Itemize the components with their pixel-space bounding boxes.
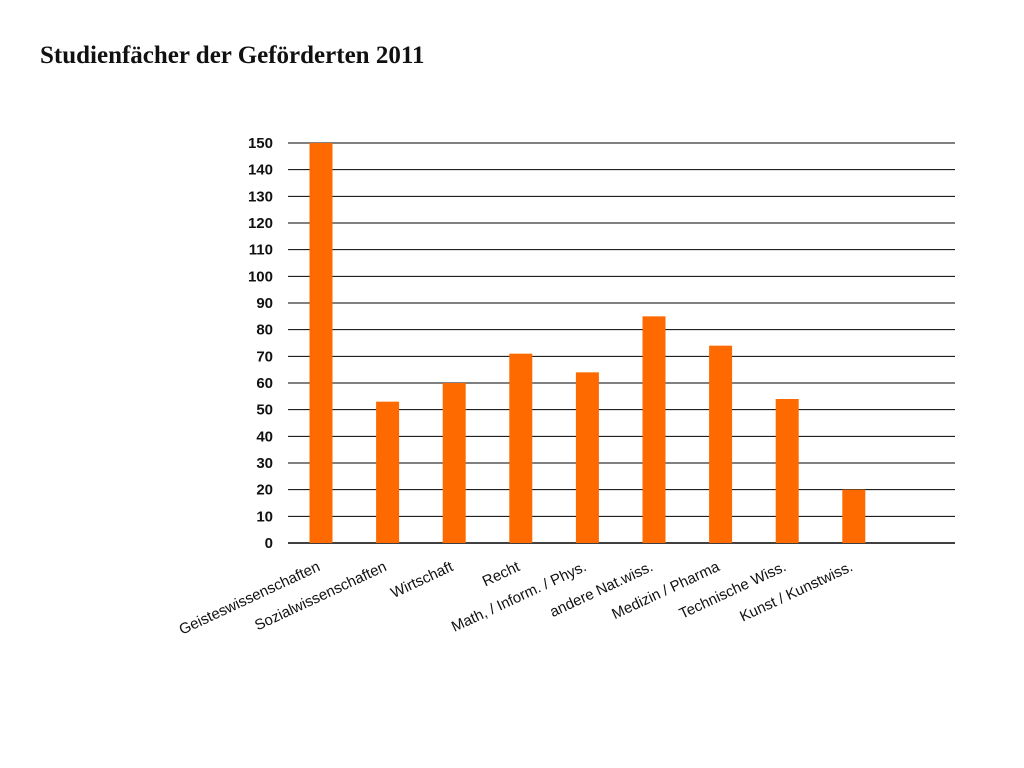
y-tick-label: 70 [256,348,273,365]
x-category-label: Wirtschaft [388,558,456,602]
y-tick-label: 20 [256,482,273,499]
bar [775,399,799,543]
bar [442,383,466,543]
y-tick-label: 90 [256,295,273,312]
y-tick-label: 50 [256,402,273,419]
y-tick-label: 30 [256,455,273,472]
y-tick-label: 150 [248,135,273,152]
x-axis-category-labels: GeisteswissenschaftenSozialwissenschafte… [176,558,855,639]
bar [575,372,599,543]
y-tick-label: 60 [256,375,273,392]
y-tick-label: 130 [248,188,273,205]
page-title: Studienfächer der Geförderten 2011 [40,42,425,69]
y-tick-label: 100 [248,268,273,285]
y-tick-label: 0 [265,535,273,552]
gridlines [288,142,955,544]
x-category-label: Kunst / Kunstwiss. [737,558,855,625]
y-tick-label: 120 [248,215,273,232]
x-category-label: Recht [480,558,523,590]
y-tick-label: 80 [256,322,273,339]
bar [309,143,333,543]
y-tick-label: 10 [256,508,273,525]
bar [709,345,733,543]
y-tick-label: 140 [248,162,273,179]
bar [376,401,400,543]
bars [309,143,866,543]
bar [642,316,666,543]
y-tick-label: 40 [256,428,273,445]
bar [842,489,866,543]
y-axis-tick-labels: 0 10 20 30 40 50 60 70 80 90 100 110 120 130 140 150 [248,135,273,552]
bar [509,353,533,543]
y-tick-label: 110 [249,242,273,259]
